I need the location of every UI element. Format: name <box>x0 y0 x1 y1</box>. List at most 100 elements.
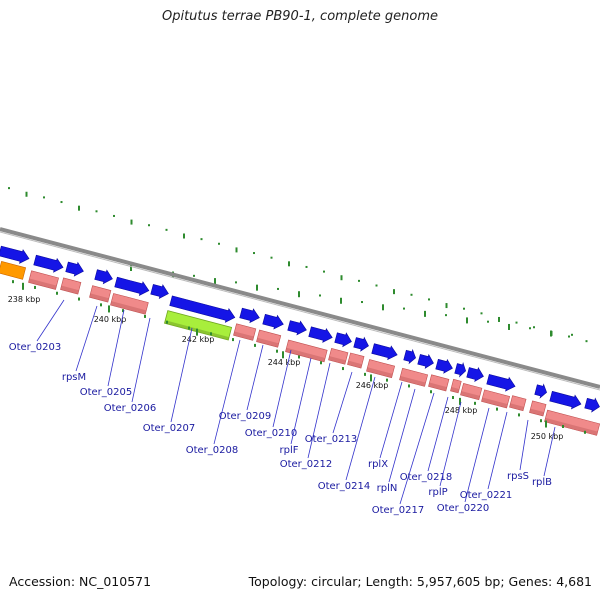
skew-tick <box>298 291 300 298</box>
minor-tick <box>518 413 520 417</box>
forward-gene <box>0 245 30 264</box>
forward-gene <box>114 276 150 296</box>
minor-tick <box>452 396 454 400</box>
leader-line <box>399 392 435 505</box>
skew-tick <box>445 303 448 309</box>
reverse-gene <box>509 395 527 412</box>
minor-tick <box>364 372 366 376</box>
skew-tick <box>393 289 395 295</box>
forward-gene <box>486 373 516 392</box>
minor-tick <box>188 326 190 330</box>
leader-line <box>213 339 241 445</box>
reverse-gene <box>460 382 483 401</box>
accession-text: Accession: NC_010571 <box>9 574 152 589</box>
gene-label: Oter_0214 <box>318 481 371 492</box>
minor-tick <box>386 378 388 382</box>
skew-tick <box>8 187 10 190</box>
skew-tick <box>323 270 325 273</box>
gene-label: rplB <box>532 477 552 488</box>
gene-label: rplP <box>428 487 447 498</box>
gene-labels: Oter_0203 rpsM Oter_0205 Oter_0206 Oter_0207… <box>9 299 556 516</box>
kbp-label: 246 kbp <box>356 381 389 390</box>
leader-line <box>246 344 264 411</box>
skew-tick <box>585 340 588 343</box>
topology-text: Topology: circular; Length: 5,957,605 bp… <box>248 574 592 589</box>
leader-line <box>307 362 331 459</box>
forward-gene <box>549 390 582 410</box>
scale-tick <box>545 420 547 428</box>
skew-tick <box>466 317 468 324</box>
gene-label: Oter_0220 <box>437 503 490 514</box>
leader-line <box>388 388 416 483</box>
skew-tick <box>571 333 573 336</box>
skew-tick <box>95 210 98 213</box>
minor-tick <box>562 424 564 428</box>
skew-tick <box>214 278 216 285</box>
forward-gene <box>169 295 236 323</box>
leader-line <box>487 411 508 490</box>
reverse-gene <box>529 400 547 417</box>
forward-gene <box>435 358 453 374</box>
leader-line <box>36 299 65 342</box>
gene-label: Oter_0212 <box>280 459 333 470</box>
gene-features <box>0 245 600 436</box>
minor-tick <box>144 314 146 318</box>
forward-gene <box>150 284 169 299</box>
reverse-gene <box>428 374 450 392</box>
reverse-gene <box>481 389 511 409</box>
leader-line <box>170 327 193 423</box>
minor-tick <box>298 355 300 359</box>
minor-tick <box>34 285 36 289</box>
minor-tick <box>320 361 322 365</box>
gene-label: Oter_0203 <box>9 342 62 353</box>
scale-tick <box>370 374 372 382</box>
forward-gene <box>262 313 284 330</box>
kbp-label: 244 kbp <box>268 358 301 367</box>
kbp-label: 238 kbp <box>8 295 41 304</box>
skew-tick <box>515 321 518 324</box>
leader-line <box>345 376 376 481</box>
orange-gene <box>0 260 27 280</box>
skew-tick <box>305 265 308 268</box>
skew-tick <box>375 284 378 287</box>
minor-tick <box>430 390 432 394</box>
forward-gene <box>94 269 113 285</box>
kbp-label: 242 kbp <box>182 335 215 344</box>
gene-label: Oter_0210 <box>245 428 298 439</box>
minor-tick <box>122 309 124 313</box>
gene-label: Oter_0213 <box>305 434 358 445</box>
gene-label: rpsS <box>507 471 529 482</box>
leader-line <box>543 426 556 477</box>
forward-gene <box>353 336 369 352</box>
gene-label: Oter_0207 <box>143 423 196 434</box>
skew-tick <box>533 326 535 329</box>
gene-label: Oter_0218 <box>400 472 453 483</box>
leader-line <box>427 396 449 472</box>
leader-line <box>332 371 353 434</box>
skew-tick <box>498 316 500 322</box>
skew-tick <box>340 297 342 304</box>
forward-gene <box>371 343 398 361</box>
leader-line <box>272 349 292 428</box>
skew-tick <box>25 191 28 197</box>
forward-gene <box>287 320 307 336</box>
skew-tick <box>43 196 45 199</box>
skew-tick <box>382 304 384 311</box>
skew-tick <box>130 265 132 271</box>
skew-tick <box>165 228 168 231</box>
skew-tick <box>550 330 552 337</box>
forward-gene <box>403 348 416 365</box>
scale-tick <box>282 351 284 359</box>
kbp-label: 240 kbp <box>94 315 127 324</box>
scale-tick <box>22 282 24 290</box>
reverse-gene <box>110 293 149 315</box>
forward-gene <box>454 361 467 378</box>
minor-tick <box>210 332 212 336</box>
reverse-gene <box>60 277 82 295</box>
leader-line <box>519 419 529 471</box>
skew-tick <box>403 307 405 310</box>
forward-gene <box>239 307 260 324</box>
skew-tick <box>130 219 133 225</box>
gene-label: rpsM <box>62 372 86 383</box>
